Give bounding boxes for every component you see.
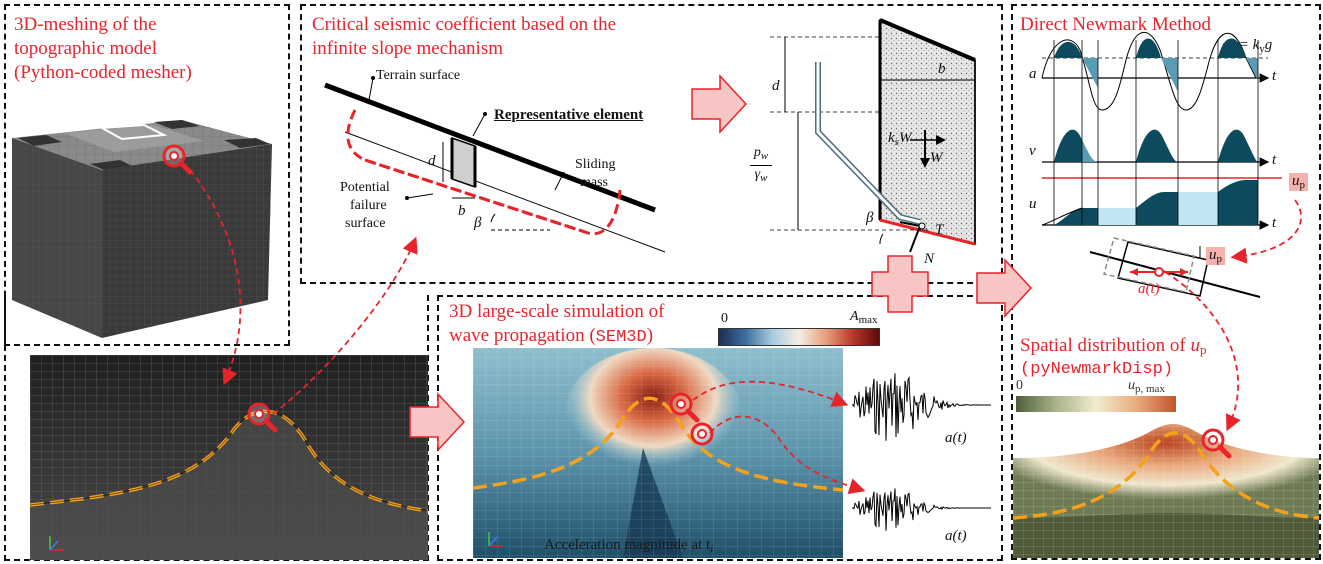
- axis-u-label: u: [1029, 196, 1037, 212]
- seismogram-top: [851, 373, 991, 441]
- potential-failure-line-3: surface: [345, 216, 386, 231]
- permanent-displacement-badge: up: [1289, 173, 1308, 191]
- seismic-title-line-2: infinite slope mechanism: [312, 38, 504, 59]
- acceleration-caption: Acceleration magnitude at ti: [544, 537, 714, 555]
- seismic-title-line-1: Critical seismic coefficient based on th…: [312, 14, 617, 35]
- element-force-diagram: [770, 18, 976, 253]
- normal-force-label: N: [924, 251, 935, 267]
- wave-colorbar-max: Amax: [850, 309, 878, 326]
- terrain-point-marker: [247, 402, 278, 433]
- mesh-point-marker: [162, 144, 193, 175]
- wave-point-marker-1: [669, 392, 700, 423]
- infinite-slope-diagram: [324, 76, 666, 253]
- sliding-mass-line-1: Sliding: [575, 157, 616, 172]
- pw-over-gw-label: pw γw: [750, 145, 772, 186]
- signal-label-bottom: a(t): [945, 528, 967, 544]
- arrow-to-newmark-panel: [976, 258, 1033, 318]
- slope-angle-label: β: [474, 215, 482, 231]
- axis-t-label-1: t: [1272, 68, 1277, 84]
- weight-label: W: [930, 150, 943, 166]
- plus-combine-icon: [871, 255, 929, 313]
- spatial-code: (pyNewmarkDisp): [1020, 360, 1174, 379]
- diagram-b-label: b: [938, 61, 946, 77]
- block-displacement-badge: up: [1206, 247, 1225, 265]
- terrain-mesh-image: [29, 355, 429, 560]
- potential-failure-line-2: failure: [350, 198, 387, 213]
- axis-a-label: a: [1029, 66, 1037, 82]
- spatial-colorbar: [1016, 396, 1176, 412]
- axis-t-label-2: t: [1272, 152, 1277, 168]
- diagram-d-label: d: [772, 78, 780, 94]
- panel-3d-meshing: [4, 4, 290, 346]
- arrow-to-element-diagram: [691, 74, 748, 134]
- newmark-title: Direct Newmark Method: [1020, 14, 1211, 35]
- element-b-label: b: [458, 203, 466, 219]
- spatial-colorbar-min: 0: [1016, 378, 1023, 393]
- newmark-time-histories: [1041, 31, 1282, 230]
- block-acceleration-label: a(t): [1138, 281, 1160, 297]
- potential-failure-line-1: Potential: [340, 180, 390, 195]
- spatial-distribution-image: [1012, 418, 1320, 558]
- terrain-surface-label: Terrain surface: [376, 68, 461, 83]
- spatial-point-marker: [1201, 428, 1232, 459]
- wave-title-line-1: 3D large-scale simulation of: [449, 301, 665, 322]
- mesh-title-line-3: (Python-coded mesher): [14, 62, 192, 83]
- element-d-label: d: [428, 153, 436, 169]
- sliding-block-diagram: [1089, 237, 1261, 298]
- panel-seismic-coefficient: [300, 4, 1003, 284]
- wave-simulation-image: [472, 348, 844, 558]
- sliding-mass-line-2: mass: [580, 175, 608, 190]
- arrow-to-wave-panel: [409, 392, 466, 452]
- wave-colorbar: [718, 328, 880, 346]
- diagram-beta-label: β: [866, 210, 874, 226]
- wave-point-marker-2: [690, 422, 714, 446]
- wave-colorbar-min: 0: [721, 311, 728, 326]
- mesh-title-line-1: 3D-meshing of the: [14, 14, 157, 35]
- mesh-title-line-2: topographic model: [14, 38, 157, 59]
- spatial-colorbar-max: up, max: [1128, 378, 1165, 395]
- spatial-title: Spatial distribution of up: [1020, 335, 1207, 357]
- seismogram-bottom: [851, 488, 991, 531]
- representative-element-label: Representative element: [494, 107, 644, 123]
- wave-title-line-2: wave propagation (SEM3D): [449, 325, 654, 347]
- mesh-cube-image: [12, 120, 272, 338]
- shear-force-label: T: [935, 222, 944, 238]
- axis-v-label: v: [1029, 143, 1036, 159]
- axis-t-label-3: t: [1272, 215, 1277, 231]
- seismic-force-label: ksW: [888, 130, 912, 148]
- signal-label-top: a(t): [945, 430, 967, 446]
